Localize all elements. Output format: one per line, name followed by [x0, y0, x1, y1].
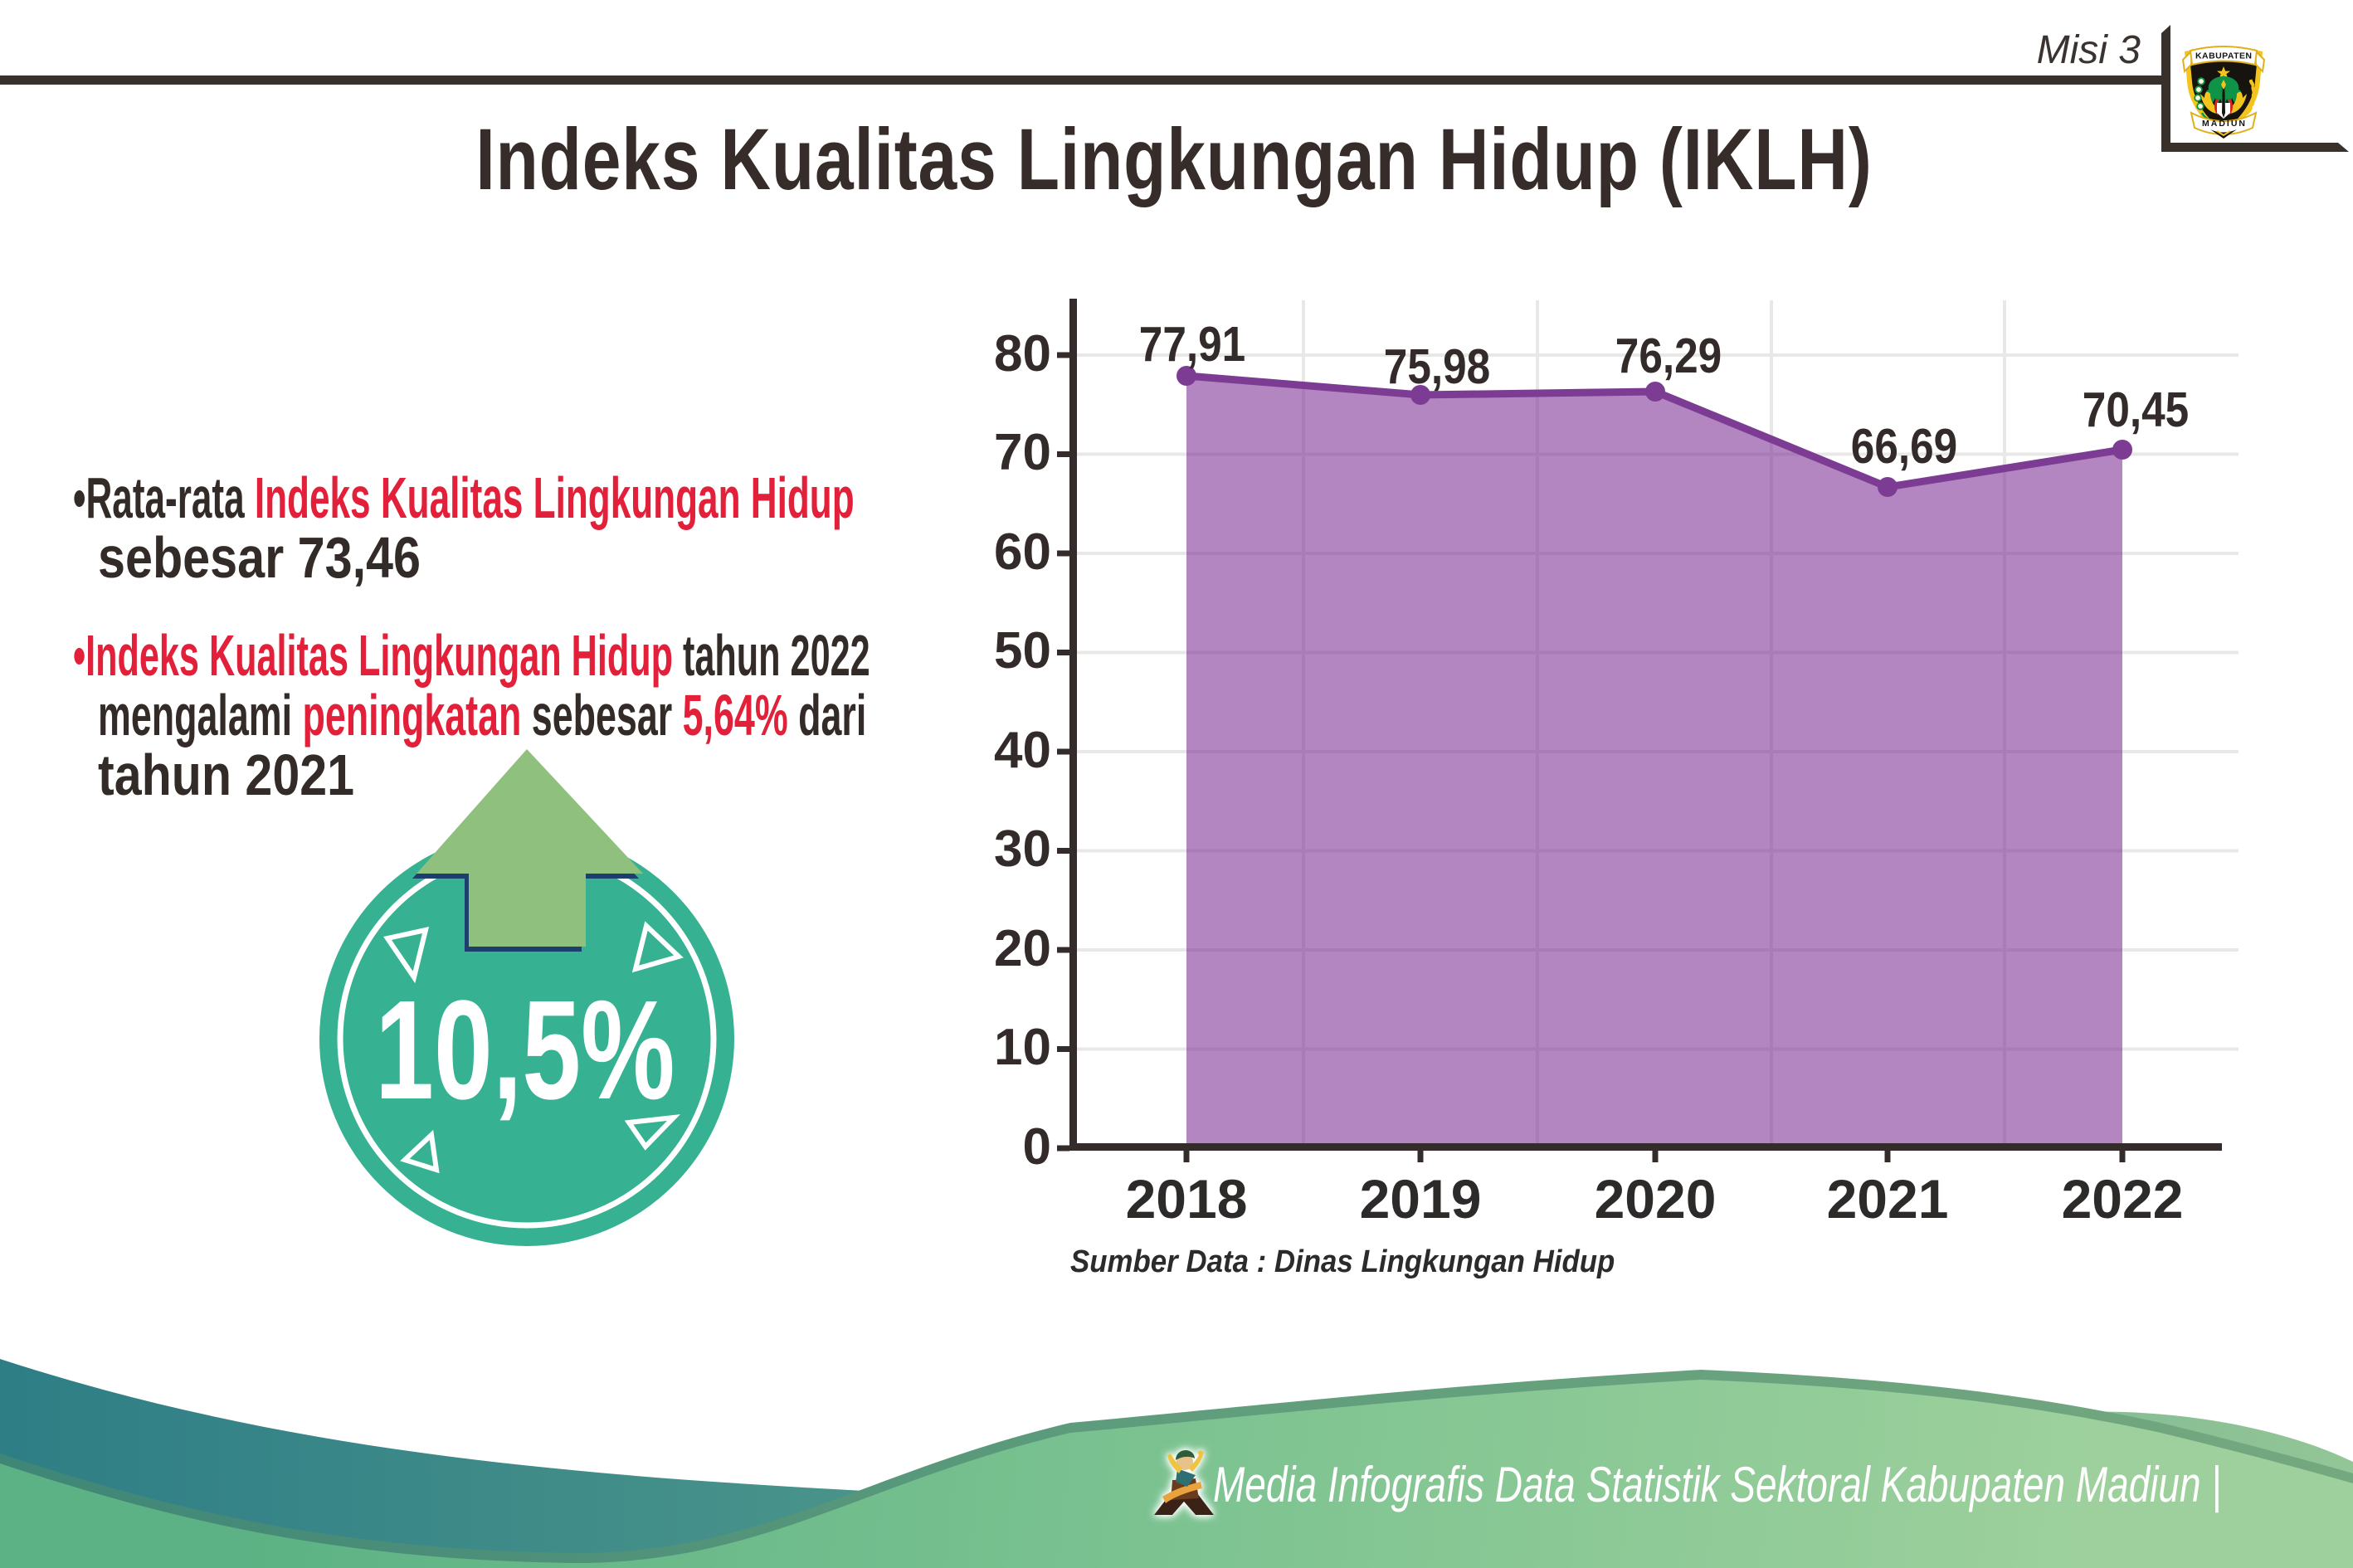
- svg-text:MADIUN: MADIUN: [2202, 119, 2245, 129]
- svg-text:KABUPATEN: KABUPATEN: [2195, 51, 2252, 61]
